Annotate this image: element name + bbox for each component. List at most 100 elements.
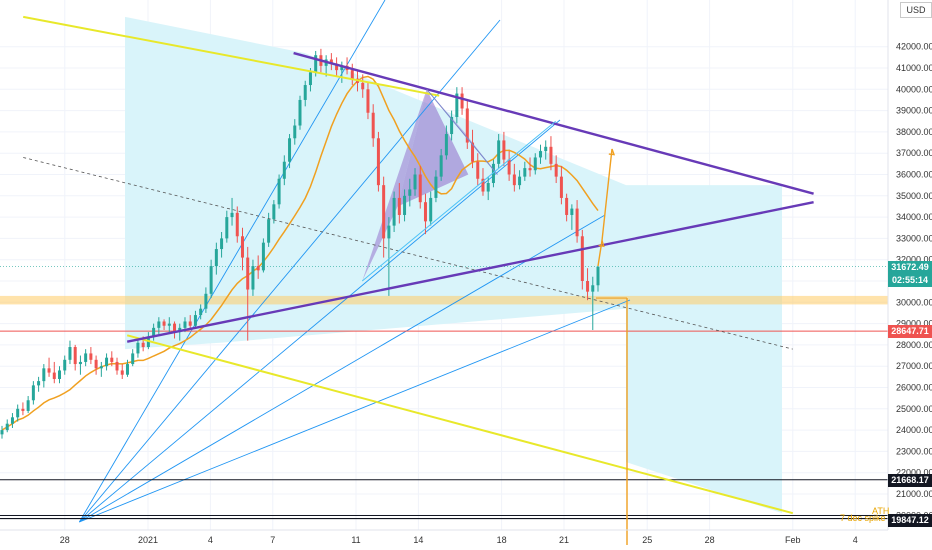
candle-body [188,321,192,326]
candle-body [366,89,370,113]
candle-body [99,366,103,369]
time-axis[interactable]: 28 2021 4 7 11 14 18 21 25 28 Feb 4 [0,529,888,545]
x-tick-label: 14 [413,535,423,545]
candle-body [586,281,590,292]
y-tick-label: 22000.00 [896,468,932,478]
candle-body [382,185,386,239]
candle-body [21,408,25,411]
candle-body [204,293,208,309]
candle-body [329,59,333,64]
price-tag: 21668.17 [888,473,932,487]
candle-body [240,236,244,258]
candle-body [256,266,260,271]
candle-body [335,63,339,71]
candle-body [455,93,459,117]
candle-body [141,342,145,348]
candle-body [157,321,161,328]
candle-body [293,125,297,139]
candle-body [0,430,4,435]
x-tick-label: 11 [351,535,360,545]
fan-line [79,214,606,523]
candle-body [507,159,511,175]
candle-body [371,112,375,139]
candle-body [528,168,532,171]
y-tick-label: 29000.00 [896,319,932,329]
spike-note: 7 dec spike [840,513,886,523]
y-tick-label: 27000.00 [896,361,932,371]
candle-body [518,176,522,186]
candle-body [89,353,93,360]
horizontal-levels [0,266,888,520]
fan-lines [78,0,631,523]
y-tick-label: 28000.00 [896,340,932,350]
y-tick-label: 32000.00 [896,255,932,265]
y-tick-label: 25000.00 [896,404,932,414]
candle-body [47,368,51,373]
candle-body [105,357,109,367]
y-tick-label: 30000.00 [896,297,932,307]
candle-body [298,99,302,126]
x-tick-label: Feb [785,535,801,545]
candle-body [465,108,469,143]
price-tag: 31672.49 [888,260,932,274]
candle-body [31,385,35,401]
candle-body [267,219,271,243]
x-tick-label: 21 [559,535,569,545]
candle-body [460,93,464,109]
candle-body [5,423,9,431]
candle-body [565,197,569,215]
triangle-lower-line [126,201,814,343]
candle-body [183,321,187,328]
candle-body [173,323,177,333]
candle-body [308,72,312,86]
pattern-triangle [362,89,427,281]
price-tag: 28647.71 [888,325,932,339]
y-tick-label: 23000.00 [896,446,932,456]
x-tick-label: 2021 [138,535,158,545]
candle-body [52,372,56,379]
candlesticks [0,48,600,439]
x-tick-label: 7 [270,535,275,545]
y-tick-label: 40000.00 [896,84,932,94]
candle-body [476,161,480,179]
price-axis[interactable]: 42000.00 41000.00 40000.00 39000.00 38000.00… [887,0,932,530]
arrow-short [597,240,603,267]
candle-body [554,163,558,177]
candle-body [235,212,239,237]
candle-body [251,266,255,290]
candle-body [591,285,595,292]
candle-body [439,155,443,177]
candle-body [214,249,218,267]
y-tick-label: 21000.00 [896,489,932,499]
arrow-up-head [608,148,616,156]
y-tick-label: 37000.00 [896,148,932,158]
candle-body [16,408,20,418]
candle-body [225,217,229,239]
candle-body [481,178,485,192]
candle-body [209,266,213,294]
price-tag: 19847.12 [888,513,932,527]
y-tick-label: 38000.00 [896,127,932,137]
candle-body [84,353,88,362]
y-tick-label: 41000.00 [896,63,932,73]
candle-body [570,208,574,215]
candle-body [136,342,140,354]
candle-body [413,174,417,190]
candle-body [68,347,72,360]
pattern-leg [361,120,556,282]
x-tick-label: 4 [208,535,213,545]
candle-body [538,151,542,158]
candle-body [167,323,171,326]
candle-body [523,168,527,177]
currency-label[interactable]: USD [900,2,932,18]
candle-body [246,257,250,290]
y-tick-label: 35000.00 [896,191,932,201]
candle-body [580,236,584,281]
candle-body [94,359,98,369]
projection-arrows [596,148,628,545]
candle-body [471,142,475,162]
candle-body [350,70,354,79]
candle-body [115,361,119,371]
candle-body [162,321,166,326]
